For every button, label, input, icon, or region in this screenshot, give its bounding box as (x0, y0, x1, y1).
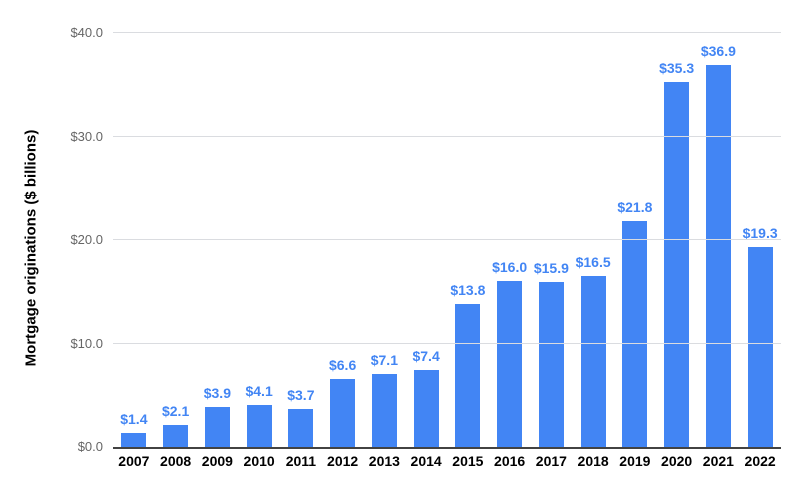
y-tick-label: $30.0 (70, 128, 103, 144)
bars-row: $1.4 $2.1 $3.9 $4.1 $3.7 $6.6 $7.1 $7.4 $13.8 $16… (113, 33, 781, 447)
x-tick-label: 2018 (577, 453, 609, 469)
bar-2008: $2.1 (162, 404, 189, 447)
y-tick-label: $0.0 (77, 439, 103, 454)
x-tick-label: 2011 (285, 453, 317, 469)
bar-slot: $4.1 (238, 33, 280, 447)
x-tick-label: 2019 (619, 453, 651, 469)
bar-slot: $21.8 (614, 33, 656, 447)
x-tick-label: 2021 (702, 453, 734, 469)
bar-slot: $1.4 (113, 33, 155, 447)
bar-2021: $36.9 (701, 44, 736, 447)
bar-slot: $16.5 (572, 33, 614, 447)
bar-2022: $19.3 (743, 226, 778, 447)
x-axis-labels: 2007 2008 2009 2010 2011 2012 2013 2014 2015 2016… (113, 453, 781, 469)
bar-value-label: $13.8 (450, 282, 486, 299)
bar-slot: $6.6 (322, 33, 364, 447)
x-tick-label: 2020 (661, 453, 693, 469)
bar-slot: $36.9 (698, 33, 740, 447)
bar-2015: $13.8 (450, 283, 485, 447)
bar-slot: $19.3 (739, 33, 781, 447)
bar-slot: $15.9 (531, 33, 573, 447)
x-tick-label: 2008 (160, 453, 192, 469)
bar-2011: $3.7 (287, 387, 314, 447)
bar-slot: $2.1 (155, 33, 197, 447)
bar-2010: $4.1 (245, 383, 273, 447)
x-tick-label: 2017 (535, 453, 567, 469)
bar-2020: $35.3 (659, 60, 694, 447)
bar-value-label: $16.5 (575, 254, 611, 271)
gridline (113, 239, 781, 240)
bar-slot: $35.3 (656, 33, 698, 447)
x-tick-label: 2015 (452, 453, 484, 469)
bar-2013: $7.1 (371, 352, 398, 447)
y-axis-title: Mortgage originations ($ billions) (22, 129, 40, 367)
gridline (113, 342, 781, 344)
plot-area: $1.4 $2.1 $3.9 $4.1 $3.7 $6.6 $7.1 $7.4 $13.8 $16… (113, 32, 781, 449)
bar-value-label: $1.4 (120, 410, 148, 427)
bar-slot: $3.7 (280, 33, 322, 447)
bar-value-label: $16.0 (492, 259, 528, 276)
bar-2009: $3.9 (204, 385, 231, 447)
bar-value-label: $4.1 (245, 382, 273, 399)
bar-value-label: $3.7 (287, 386, 315, 403)
bar-2018: $16.5 (576, 255, 611, 447)
bar-value-label: $7.1 (370, 351, 398, 368)
x-tick-label: 2012 (327, 453, 359, 469)
y-tick-label: $10.0 (70, 335, 103, 351)
bar-value-label: $21.8 (617, 199, 653, 216)
bar-slot: $7.4 (405, 33, 447, 447)
bar-value-label: $35.3 (659, 59, 695, 76)
bar-2019: $21.8 (617, 200, 652, 447)
bar-2017: $15.9 (534, 261, 569, 447)
gridline (113, 135, 781, 137)
x-tick-label: 2010 (243, 453, 275, 469)
x-tick-label: 2014 (410, 453, 442, 469)
gridline (113, 32, 781, 33)
bar-slot: $7.1 (364, 33, 406, 447)
bar-value-label: $19.3 (742, 225, 778, 242)
bar-value-label: $2.1 (161, 403, 190, 420)
bar-value-label: $15.9 (533, 260, 569, 277)
y-tick-label: $40.0 (70, 25, 103, 40)
bar-2016: $16.0 (492, 260, 527, 447)
x-tick-label: 2016 (494, 453, 526, 469)
x-tick-label: 2007 (118, 453, 150, 469)
bar-2012: $6.6 (329, 357, 356, 447)
bar-value-label: $7.4 (412, 348, 440, 365)
bar-value-label: $6.6 (328, 356, 357, 373)
bar-2014: $7.4 (412, 349, 440, 447)
bar-slot: $3.9 (197, 33, 239, 447)
bar-value-label: $3.9 (203, 384, 231, 401)
bar-slot: $13.8 (447, 33, 489, 447)
y-tick-label: $20.0 (70, 232, 103, 247)
bar-slot: $16.0 (489, 33, 531, 447)
bar-value-label: $36.9 (700, 43, 736, 60)
bar-2007: $1.4 (120, 411, 147, 447)
x-tick-label: 2009 (201, 453, 233, 469)
x-tick-label: 2013 (368, 453, 400, 469)
x-tick-label: 2022 (744, 453, 776, 469)
